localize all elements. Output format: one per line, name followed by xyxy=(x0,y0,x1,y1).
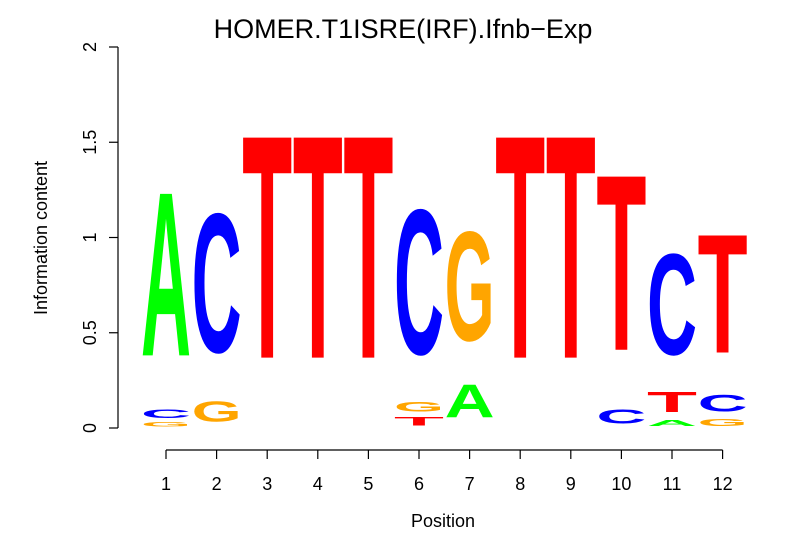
logo-letter-c: C xyxy=(394,166,444,398)
logo-letter-t: T xyxy=(495,70,545,426)
logo-letter-c: C xyxy=(596,405,646,428)
x-tick-label: 9 xyxy=(566,474,576,494)
logo-letter-c: C xyxy=(647,224,697,386)
logo-letter-t: T xyxy=(647,386,697,419)
logo-letter-t: T xyxy=(596,122,646,403)
y-axis: 0 0.5 1 1.5 2 xyxy=(80,42,119,433)
x-tick-label: 1 xyxy=(161,474,171,494)
logo-letter-g: G xyxy=(192,396,242,428)
logo-letter-t: T xyxy=(698,200,748,390)
x-axis: 1 2 3 4 5 6 7 8 9 10 11 12 xyxy=(161,449,733,494)
y-tick-label: 1 xyxy=(80,232,100,242)
y-tick-label: 2 xyxy=(80,42,100,52)
logo-letter-t: T xyxy=(394,415,444,428)
x-tick-label: 10 xyxy=(611,474,631,494)
x-tick-label: 7 xyxy=(465,474,475,494)
y-tick-label: 0 xyxy=(80,423,100,433)
x-tick-label: 6 xyxy=(414,474,424,494)
logo-letter-g: G xyxy=(698,416,748,428)
logo-letter-c: C xyxy=(141,407,191,420)
logo-letter-g: G xyxy=(141,420,191,428)
logo-letter-c: C xyxy=(698,390,748,417)
logo-letter-a: A xyxy=(445,374,495,428)
logo-letter-a: A xyxy=(141,142,191,405)
x-tick-label: 12 xyxy=(713,474,733,494)
logo-letter-g: G xyxy=(394,399,444,414)
y-tick-label: 0.5 xyxy=(80,320,100,345)
x-tick-label: 8 xyxy=(515,474,525,494)
y-axis-label: Information content xyxy=(31,161,51,315)
logo-letter-t: T xyxy=(293,70,343,426)
logo-letter-c: C xyxy=(192,172,242,395)
logo-letter-t: T xyxy=(546,70,596,426)
x-tick-label: 4 xyxy=(313,474,323,494)
y-tick-label: 1.5 xyxy=(80,130,100,155)
x-axis-label: Position xyxy=(411,511,475,531)
logo-letter-g: G xyxy=(445,200,495,374)
logo-letter-a: A xyxy=(647,419,697,428)
logo-letter-t: T xyxy=(242,70,292,426)
x-tick-label: 5 xyxy=(363,474,373,494)
chart-title: HOMER.T1ISRE(IRF).Ifnb−Exp xyxy=(214,14,593,44)
x-tick-label: 2 xyxy=(212,474,222,494)
x-tick-label: 11 xyxy=(663,474,682,494)
logo-letter-t: T xyxy=(343,70,393,426)
x-tick-label: 3 xyxy=(262,474,272,494)
